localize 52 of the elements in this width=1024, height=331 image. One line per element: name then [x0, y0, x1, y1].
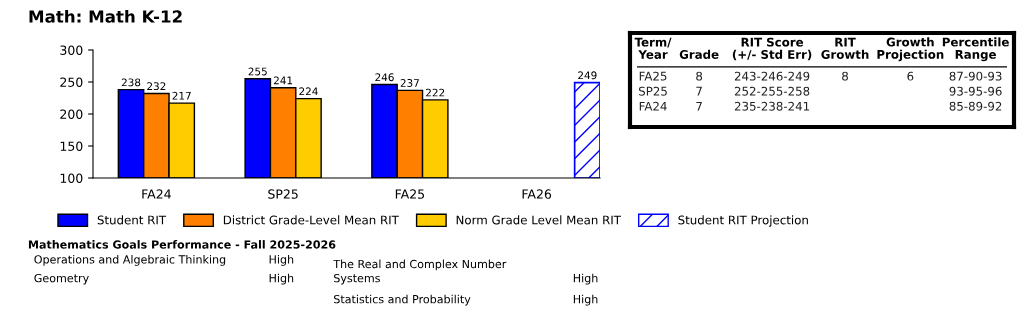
legend-label: Student RIT — [97, 215, 167, 225]
category-label: Growth Projection — [877, 37, 944, 62]
data-label: 232 — [147, 82, 166, 91]
text: 87-90-93 — [949, 71, 1002, 81]
data-label: 246 — [375, 73, 394, 82]
text: 6 — [907, 71, 914, 81]
text: 85-89-92 — [949, 101, 1002, 111]
text: High — [269, 254, 294, 266]
text: High — [573, 294, 598, 306]
y-tick-label: 150 — [60, 141, 83, 151]
text: Statistics and Probability — [334, 294, 471, 306]
y-tick-label: 300 — [60, 45, 83, 55]
y-tick-label: 200 — [60, 109, 83, 119]
text: 243-246-249 — [734, 71, 810, 81]
text: High — [269, 273, 294, 285]
text: High — [573, 273, 598, 285]
text: 7 — [696, 101, 702, 111]
text: Operations and Algebraic Thinking — [34, 254, 226, 266]
x-tick-label: FA26 — [522, 189, 552, 199]
legend-label: Norm Grade Level Mean RIT — [456, 215, 622, 225]
category-label: RIT Score (+/- Std Err) — [732, 37, 812, 61]
x-tick-label: FA25 — [395, 189, 425, 199]
data-label: 255 — [248, 67, 267, 76]
x-tick-label: SP25 — [268, 189, 298, 199]
text: 235-238-241 — [734, 101, 810, 111]
text: 8 — [696, 71, 703, 81]
category-label: RIT Growth — [821, 37, 869, 59]
text: The Real and Complex Number Systems — [333, 259, 507, 285]
category-label: Grade — [679, 49, 719, 59]
text: 7 — [696, 86, 702, 96]
text: SP25 — [639, 86, 667, 96]
text: 93-95-96 — [949, 86, 1002, 96]
data-label: 224 — [299, 87, 318, 96]
data-label: 237 — [400, 79, 419, 87]
data-label: 249 — [578, 71, 597, 80]
text: Geometry — [34, 273, 89, 285]
text: 8 — [842, 71, 848, 81]
chart-title: Math: Math K-12 — [29, 9, 182, 23]
data-label: 217 — [172, 91, 191, 100]
data-label: 222 — [426, 88, 445, 97]
text: FA24 — [639, 101, 667, 111]
y-tick-label: 100 — [60, 173, 83, 183]
text: FA25 — [639, 71, 667, 81]
legend-label: District Grade-Level Mean RIT — [223, 215, 399, 225]
data-label: 238 — [121, 78, 141, 87]
data-label: 241 — [273, 76, 293, 85]
y-tick-label: 250 — [60, 77, 83, 87]
x-tick-label: FA24 — [142, 189, 171, 199]
category-label: Term/ Year — [634, 37, 672, 59]
legend-label: Student RIT Projection — [678, 215, 808, 227]
text: Mathematics Goals Performance - Fall 2025-2026 — [28, 240, 336, 249]
text: 252-255-258 — [734, 86, 810, 96]
